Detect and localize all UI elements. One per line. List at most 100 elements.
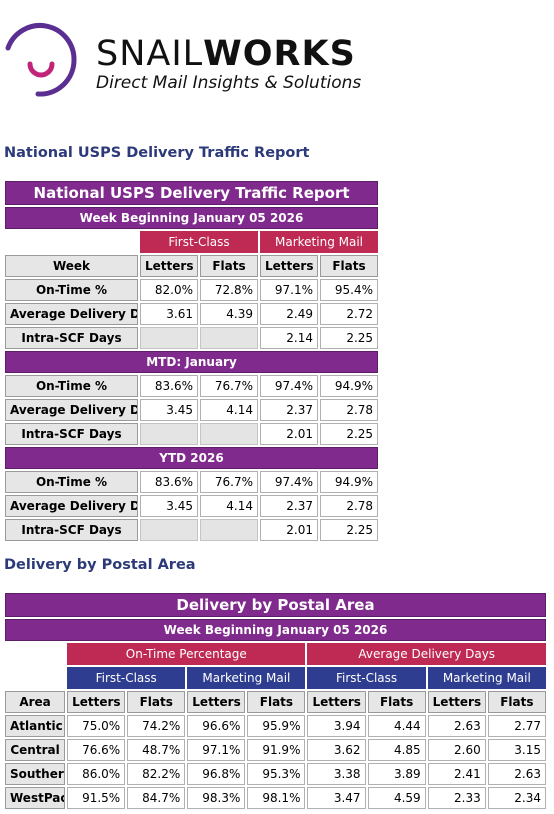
metric-value: 48.7% bbox=[127, 739, 186, 761]
table-row: Average Delivery Days3.454.142.372.78 bbox=[5, 495, 379, 517]
table-row: Average Delivery Days3.454.142.372.78 bbox=[5, 399, 379, 421]
snailworks-logo: SNAILWORKS Direct Mail Insights & Soluti… bbox=[0, 0, 554, 110]
area-label: Atlantic bbox=[5, 715, 66, 737]
metric-group-header: On-Time Percentage bbox=[67, 643, 306, 665]
metric-value: 97.1% bbox=[187, 739, 246, 761]
table-title-row: Delivery by Postal Area bbox=[5, 593, 546, 617]
metric-value: 2.63 bbox=[427, 715, 486, 737]
metric-value: 75.0% bbox=[67, 715, 126, 737]
mail-class-header: Marketing Mail bbox=[427, 667, 546, 689]
metric-value: 72.8% bbox=[200, 279, 258, 301]
logo-word-bold: WORKS bbox=[203, 34, 356, 74]
metric-value: 91.5% bbox=[67, 787, 126, 809]
table-row: On-Time % 83.6% 76.7% 97.4% 94.9% bbox=[5, 375, 379, 397]
metric-value: 2.77 bbox=[487, 715, 546, 737]
mail-class-row: First-Class Marketing Mail bbox=[5, 231, 379, 253]
metric-value: 2.37 bbox=[260, 495, 318, 517]
mail-class-header: First-Class bbox=[67, 667, 186, 689]
period-label: YTD 2026 bbox=[5, 447, 379, 469]
table-row: Intra-SCF Days 2.14 2.25 bbox=[5, 327, 379, 349]
metric-value bbox=[200, 423, 258, 445]
metric-value: 2.25 bbox=[320, 519, 379, 541]
column-header: Letters bbox=[140, 255, 198, 277]
metric-value: 97.4% bbox=[260, 471, 318, 493]
week-subtitle: Week Beginning January 05 2026 bbox=[5, 207, 379, 229]
metric-value: 76.7% bbox=[200, 471, 258, 493]
table-title: Delivery by Postal Area bbox=[5, 593, 546, 617]
metric-value: 4.14 bbox=[200, 495, 258, 517]
column-header: Letters bbox=[307, 691, 366, 713]
column-header: Flats bbox=[487, 691, 546, 713]
metric-value: 86.0% bbox=[67, 763, 126, 785]
metric-label: Intra-SCF Days bbox=[5, 327, 138, 349]
column-header: Flats bbox=[320, 255, 379, 277]
metric-value: 4.14 bbox=[200, 399, 258, 421]
column-header-row: Week Letters Flats Letters Flats bbox=[5, 255, 379, 277]
metric-value: 2.33 bbox=[427, 787, 486, 809]
metric-value: 2.63 bbox=[487, 763, 546, 785]
column-header: Letters bbox=[260, 255, 318, 277]
metric-value: 3.62 bbox=[307, 739, 366, 761]
metric-value: 2.78 bbox=[320, 399, 379, 421]
column-header: Week bbox=[5, 255, 138, 277]
column-header: Area bbox=[5, 691, 66, 713]
metric-value: 3.38 bbox=[307, 763, 366, 785]
table-row: WestPac 91.5% 84.7% 98.3% 98.1% 3.47 4.59 2.33 2… bbox=[5, 787, 546, 809]
empty-corner bbox=[5, 643, 65, 665]
metric-label: Average Delivery Days bbox=[5, 495, 138, 517]
metric-value: 2.25 bbox=[320, 327, 379, 349]
week-subtitle: Week Beginning January 05 2026 bbox=[5, 619, 546, 641]
metric-value: 94.9% bbox=[320, 471, 379, 493]
metric-value bbox=[200, 327, 258, 349]
metric-value: 3.94 bbox=[307, 715, 366, 737]
period-label: MTD: January bbox=[5, 351, 379, 373]
empty-corner bbox=[5, 667, 65, 689]
metric-value: 2.01 bbox=[260, 519, 318, 541]
national-report-table: National USPS Delivery Traffic Report Wee… bbox=[3, 179, 380, 543]
logo-wordmark: SNAILWORKS bbox=[96, 37, 356, 72]
metric-label: On-Time % bbox=[5, 279, 138, 301]
metric-value: 84.7% bbox=[127, 787, 186, 809]
table-row: Southern86.0%82.2%96.8%95.3%3.383.892.41… bbox=[5, 763, 546, 785]
mail-class-header: First-Class bbox=[307, 667, 426, 689]
metric-value: 76.7% bbox=[200, 375, 258, 397]
metric-value: 98.3% bbox=[187, 787, 246, 809]
metric-value: 95.4% bbox=[320, 279, 379, 301]
metric-value: 76.6% bbox=[67, 739, 126, 761]
table-title-row: National USPS Delivery Traffic Report bbox=[5, 181, 379, 205]
section-title-national: National USPS Delivery Traffic Report bbox=[4, 145, 310, 161]
mail-class-header: Marketing Mail bbox=[187, 667, 306, 689]
metric-value: 95.3% bbox=[247, 763, 306, 785]
metric-value: 3.15 bbox=[487, 739, 546, 761]
metric-value: 2.72 bbox=[320, 303, 379, 325]
metric-value: 4.59 bbox=[367, 787, 426, 809]
metric-value: 74.2% bbox=[127, 715, 186, 737]
metric-value: 95.9% bbox=[247, 715, 306, 737]
metric-value: 2.78 bbox=[320, 495, 379, 517]
metric-value: 91.9% bbox=[247, 739, 306, 761]
area-label: Southern bbox=[5, 763, 66, 785]
metric-group-row: On-Time Percentage Average Delivery Days bbox=[5, 643, 546, 665]
metric-value: 82.0% bbox=[140, 279, 198, 301]
table-row: On-Time % 82.0% 72.8% 97.1% 95.4% bbox=[5, 279, 379, 301]
table-row: Central 76.6% 48.7% 97.1% 91.9% 3.62 4.85 2.60 3… bbox=[5, 739, 546, 761]
area-label: Central bbox=[5, 739, 66, 761]
metric-value: 2.14 bbox=[260, 327, 318, 349]
mail-class-row: First-Class Marketing Mail First-Class Mark… bbox=[5, 667, 546, 689]
column-header: Letters bbox=[427, 691, 486, 713]
empty-corner bbox=[5, 231, 138, 253]
table-row: Atlantic 75.0% 74.2% 96.6% 95.9% 3.94 4.44 2.63… bbox=[5, 715, 546, 737]
column-header-row: Area Letters Flats Letters Flats Letters Flats… bbox=[5, 691, 546, 713]
metric-value: 4.44 bbox=[367, 715, 426, 737]
mail-class-header: First-Class bbox=[140, 231, 258, 253]
metric-value: 2.34 bbox=[487, 787, 546, 809]
mail-class-header: Marketing Mail bbox=[260, 231, 379, 253]
table-row: Average Delivery Days3.614.392.492.72 bbox=[5, 303, 379, 325]
logo-tagline: Direct Mail Insights & Solutions bbox=[96, 73, 362, 93]
metric-value: 2.49 bbox=[260, 303, 318, 325]
logo-word-light: SNAIL bbox=[96, 34, 204, 74]
metric-value: 97.1% bbox=[260, 279, 318, 301]
column-header: Flats bbox=[367, 691, 426, 713]
table-row: Intra-SCF Days 2.01 2.25 bbox=[5, 423, 379, 445]
table-row: On-Time % 83.6% 76.7% 97.4% 94.9% bbox=[5, 471, 379, 493]
